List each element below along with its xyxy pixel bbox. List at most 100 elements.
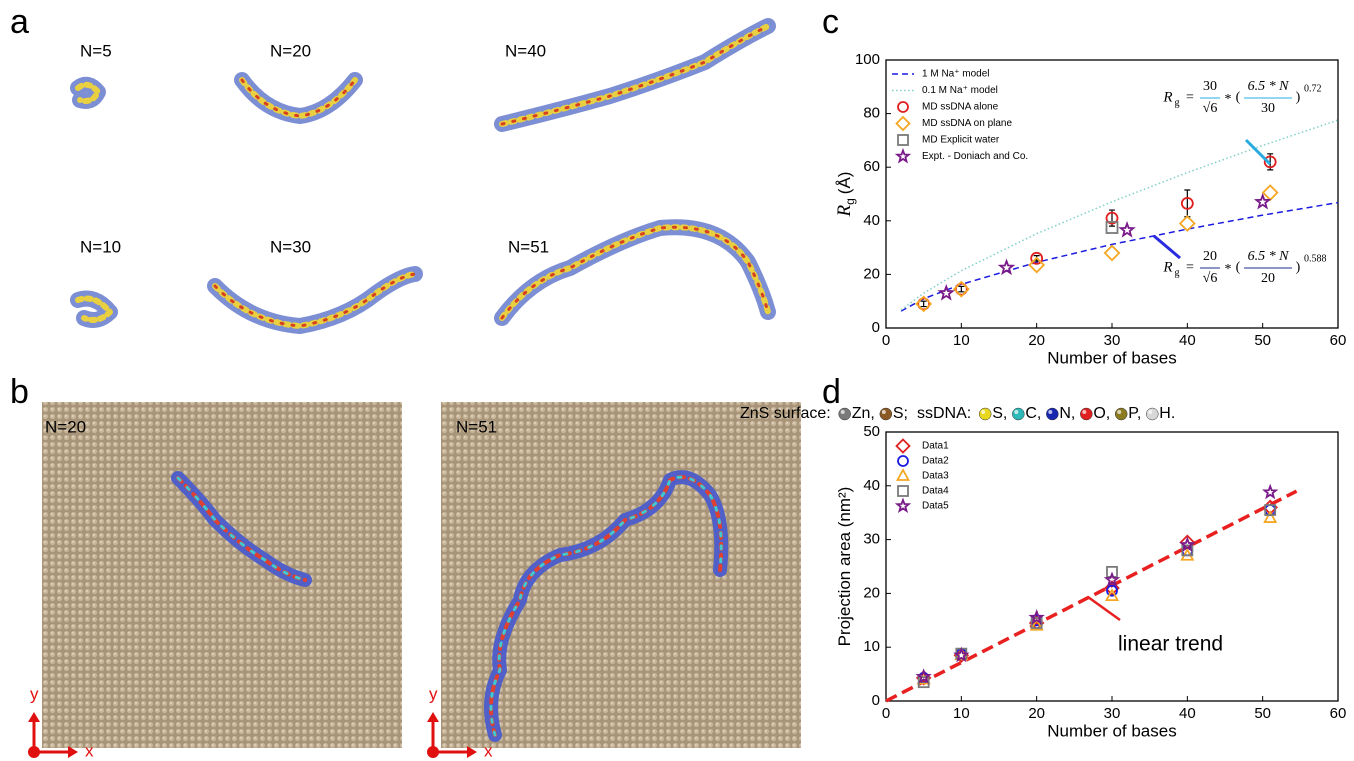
y-tick-label: 60 <box>863 158 880 175</box>
marker <box>917 676 930 689</box>
x-tick-label: 10 <box>953 332 970 349</box>
formula-part: 30 <box>1203 79 1217 94</box>
marker <box>1179 536 1196 552</box>
legend-label: MD ssDNA alone <box>922 102 999 113</box>
marker <box>1103 244 1121 262</box>
legend-marker <box>895 438 911 454</box>
axis-name: x <box>85 741 94 760</box>
legend-marker <box>897 134 909 146</box>
marker <box>1104 588 1120 601</box>
swatch-highlight <box>1148 410 1153 414</box>
x-tick-label: 30 <box>1104 705 1121 722</box>
marker <box>1030 617 1043 629</box>
structure-label: N=20 <box>270 41 311 60</box>
formula-part: 6.5 * N <box>1248 249 1290 264</box>
panel-label: a <box>10 3 29 41</box>
y-tick-label: 0 <box>872 319 880 336</box>
legend-item: S, <box>992 405 1007 422</box>
formula-part: R <box>1162 259 1172 275</box>
marker <box>1103 571 1121 587</box>
legend-label: Data5 <box>922 501 949 512</box>
structure-label: N=10 <box>80 237 121 256</box>
legend-item: S; <box>893 405 908 422</box>
swatch-highlight <box>1048 410 1053 414</box>
legend-item: O, <box>1093 405 1110 422</box>
legend-label: MD Explicit water <box>922 135 1000 146</box>
marker <box>953 646 970 663</box>
marker <box>1262 483 1279 500</box>
element-legend: ZnS surface: Zn, S; ssDNA: S, C, N, O, P, H. <box>740 405 1175 422</box>
y-axis-label: Projection area (nm²) <box>835 487 854 647</box>
marker <box>1118 220 1136 238</box>
axis-name: y <box>30 684 39 703</box>
x-tick-label: 30 <box>1104 332 1121 349</box>
legend-title: ZnS surface: <box>740 405 831 422</box>
legend-label: Data4 <box>922 486 949 497</box>
swatch-highlight <box>1082 410 1087 414</box>
y-label-sub: g <box>843 198 857 205</box>
structure-label: N=51 <box>508 237 549 256</box>
y-tick-label: 80 <box>863 105 880 122</box>
axis-arrows <box>28 712 477 758</box>
marker <box>1180 196 1194 210</box>
element-swatch <box>978 407 992 421</box>
y-axis-label: Rg (Å) <box>834 172 857 218</box>
panel-label: c <box>822 3 839 41</box>
element-swatch <box>1046 407 1059 421</box>
axis-name: y <box>429 684 438 703</box>
marker <box>1029 617 1044 631</box>
legend-label: Data1 <box>922 441 949 452</box>
x-tick-label: 20 <box>1028 705 1045 722</box>
structure-label: N=5 <box>80 41 112 60</box>
y-tick-label: 30 <box>863 531 880 548</box>
structure-label: N=40 <box>505 41 546 60</box>
formula-part: ( <box>1236 90 1241 105</box>
y-label-unit: (Å) <box>835 172 854 195</box>
marker <box>997 258 1016 276</box>
y-tick-label: 10 <box>863 638 880 655</box>
marker <box>954 282 968 296</box>
marker <box>1106 565 1118 578</box>
marker <box>1263 155 1277 169</box>
marker <box>1263 510 1278 523</box>
legend-label: 0.1 M Na⁺ model <box>922 85 998 96</box>
formula-part: * <box>1225 262 1232 277</box>
view-label: N=51 <box>456 417 497 436</box>
legend-marker <box>897 485 909 497</box>
marker <box>1105 221 1119 234</box>
formula-part: = <box>1186 90 1194 105</box>
molecules <box>70 18 776 334</box>
plot-frame <box>885 59 1339 329</box>
legend-title: ssDNA: <box>917 405 971 422</box>
marker <box>915 295 933 313</box>
panel-label: d <box>822 373 841 411</box>
formula-part: * <box>1225 92 1232 107</box>
marker <box>917 297 931 311</box>
surface <box>441 402 801 748</box>
annotation-pointer <box>1244 138 1272 166</box>
formula-part: 20 <box>1261 271 1275 286</box>
legend-marker <box>894 497 912 513</box>
marker <box>1028 609 1045 625</box>
element-swatch <box>1114 407 1128 421</box>
y-tick-label: 100 <box>855 51 880 68</box>
model-line <box>900 201 1339 312</box>
formula-part: √6 <box>1203 101 1218 116</box>
y-tick-label: 50 <box>863 423 880 440</box>
adsorbed-dna <box>171 470 729 742</box>
formula-part: 20 <box>1203 249 1217 264</box>
panel-label: b <box>10 373 29 411</box>
legend-item: P, <box>1128 405 1141 422</box>
marker <box>1264 504 1277 516</box>
element-swatch <box>1146 407 1159 421</box>
error-bar <box>958 285 965 293</box>
swatch-highlight <box>1014 410 1019 414</box>
formula-part: 0.588 <box>1304 253 1327 264</box>
element-swatch <box>879 407 893 421</box>
marker <box>1030 251 1044 265</box>
marker <box>1253 192 1272 210</box>
legend-label: Data3 <box>922 471 949 482</box>
